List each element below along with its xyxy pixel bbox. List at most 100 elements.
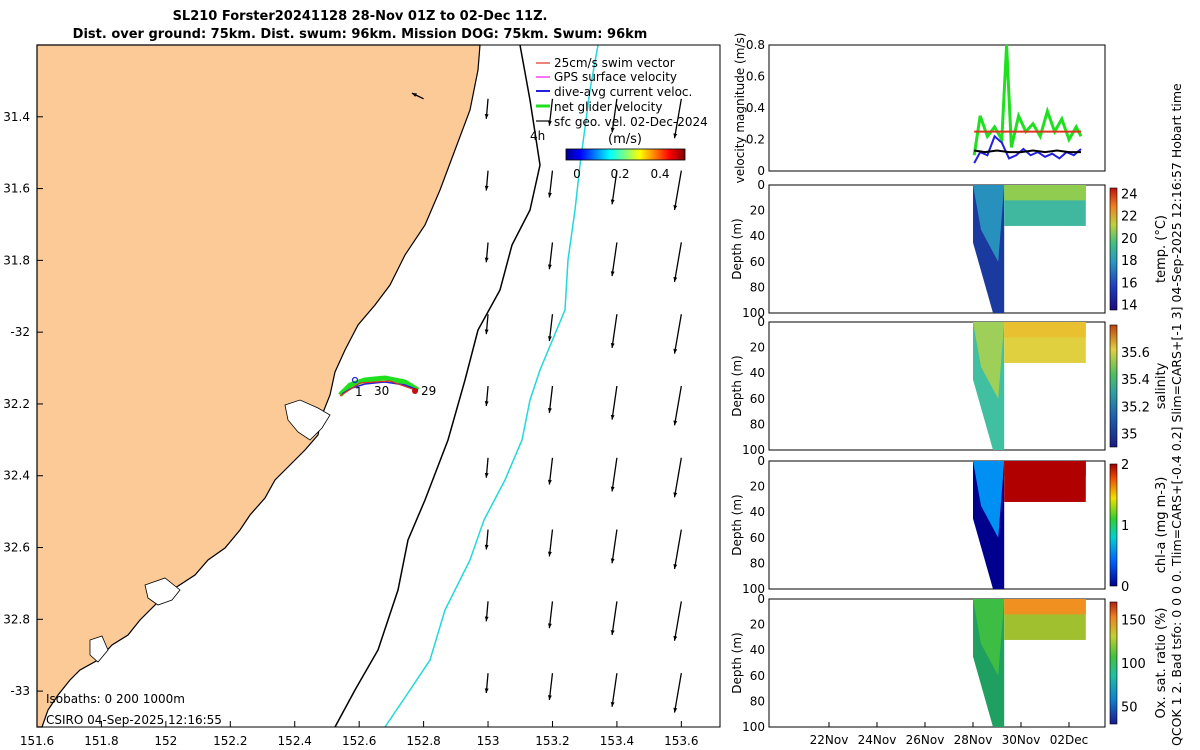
section-ylabel: Depth (m) [730, 218, 744, 279]
velocity-arrowhead [610, 486, 615, 492]
velocity-arrowhead [610, 630, 615, 636]
velocity-arrow [673, 601, 682, 641]
velocity-arrowhead [610, 414, 615, 420]
velocity-arrowhead [673, 707, 678, 713]
colorbar-tick-label: 2 [1121, 458, 1129, 473]
velocity-arrowhead [547, 192, 552, 198]
section-y-tick-label: 80 [750, 280, 765, 294]
credit-label: CSIRO 04-Sep-2025 12:16:55 [46, 713, 222, 727]
velocity-arrowhead [610, 199, 615, 205]
section-colorbar [1109, 463, 1118, 587]
isobath-200m [334, 44, 541, 728]
velocity-arrow [673, 385, 682, 426]
section-y-tick-label: 20 [750, 204, 765, 218]
colorbar-title: temp. (°C) [1154, 215, 1169, 283]
map-legend: 25cm/s swim vector GPS surface velocity … [536, 56, 708, 129]
map-panel: 1 30 29 25cm/s swim vector GPS surface v… [3, 44, 721, 748]
velocity-arrowhead [484, 257, 489, 263]
velocity-arrowhead [547, 336, 552, 342]
section-y-tick-label: 0 [757, 592, 765, 606]
section-y-tick-label: 100 [742, 582, 765, 596]
colorbar-tick-label: 14 [1121, 298, 1138, 313]
map-x-tick-label: 151.8 [84, 734, 118, 748]
section-y-tick-label: 80 [750, 556, 765, 570]
velocity-arrowhead [547, 551, 552, 557]
lake-3 [89, 635, 109, 663]
legend-item: net glider velocity [554, 100, 662, 114]
chart-title-line2: Dist. over ground: 75km. Dist. swum: 96k… [72, 27, 648, 42]
section-y-tick-label: 40 [750, 643, 765, 657]
section-shelf-surface [1004, 599, 1086, 615]
section-ylabel: Depth (m) [730, 494, 744, 555]
velocity-arrowhead [673, 348, 678, 354]
section-y-tick-label: 60 [750, 669, 765, 683]
map-x-tick-label: 153.2 [535, 734, 569, 748]
velocity-arrowhead [484, 185, 489, 191]
velocity-arrowhead [610, 701, 615, 707]
track-day-label: 30 [374, 384, 389, 398]
isobath-1000m [384, 44, 599, 728]
speed-colorbar [565, 148, 686, 161]
colorbar-tick-label: 20 [1121, 232, 1138, 247]
velocity-arrow [611, 314, 618, 348]
colorbar-tick-label: 1 [1121, 519, 1129, 534]
track-day-label: 29 [421, 384, 436, 398]
velocity-arrowhead [547, 695, 552, 700]
section-y-tick-label: 80 [750, 417, 765, 431]
section-y-tick-label: 0 [757, 315, 765, 329]
track-day-label: 1 [355, 385, 363, 399]
velocity-arrowhead [610, 343, 615, 348]
velocity-arrow [611, 170, 618, 205]
velocity-arrowhead [673, 492, 678, 498]
map-y-tick-label: 31.6 [3, 182, 30, 196]
velocity-arrow [673, 242, 682, 282]
date-tick-label: 24Nov [858, 733, 897, 747]
colorbar-tick-label: 35.6 [1121, 346, 1150, 361]
section-colorbar [1109, 324, 1118, 448]
colorbar-tick-label: 24 [1121, 188, 1138, 203]
date-tick-label: 30Nov [1002, 733, 1041, 747]
velocity-ylabel: velocity magnitude (m/s) [733, 33, 747, 184]
map-y-tick-label: 31.8 [3, 253, 30, 267]
velocity-arrowhead [411, 93, 417, 97]
lake-2 [144, 577, 181, 606]
section-y-tick-label: 40 [750, 505, 765, 519]
colorbar-tick-label: 35 [1121, 427, 1138, 442]
colorbar-tick: 0 [573, 167, 581, 181]
section-colorbar [1109, 187, 1118, 311]
velocity-arrow [673, 98, 682, 139]
section-y-tick-label: 0 [757, 454, 765, 468]
date-tick-label: 22Nov [810, 733, 849, 747]
velocity-arrow [673, 529, 682, 570]
velocity-arrow [673, 457, 682, 498]
map-y-tick-label: 32.2 [3, 397, 30, 411]
glider-track [338, 375, 420, 397]
section-shelf-surface [1004, 322, 1086, 338]
section-y-tick-label: 0 [757, 178, 765, 192]
section-shelf-surface [1004, 461, 1086, 477]
section-shelf-surface [1004, 185, 1086, 201]
colorbar-tick: 0.2 [610, 167, 629, 181]
legend-item: sfc geo. vel. 02-Dec-2024 [554, 115, 708, 129]
map-y-tick-label: -33 [10, 684, 30, 698]
velocity-arrow [611, 601, 618, 636]
section-ylabel: Depth (m) [730, 355, 744, 416]
velocity-arrow [611, 98, 618, 133]
colorbar-tick-label: 16 [1121, 276, 1138, 291]
map-y-tick-label: 32.4 [3, 469, 30, 483]
velocity-y-tick-label: 0.4 [746, 101, 765, 115]
velocity-arrowhead [673, 564, 678, 569]
velocity-arrowhead [610, 127, 615, 133]
map-x-tick-label: 152.2 [213, 734, 247, 748]
section-deep-dive-upper [973, 599, 1005, 676]
map-x-tick-label: 153.6 [664, 734, 698, 748]
colorbar-title: chl-a (mg m-3) [1154, 477, 1169, 574]
velocity-arrowhead [547, 408, 552, 413]
time-label: 4h [530, 129, 545, 143]
section-panel: 0 20 40 60 80 100 Depth (m) 24 22 20 18 16 14 temp. (… [730, 178, 1169, 320]
velocity-arrowhead [484, 329, 489, 335]
side-info-label: QCOK 1 2. Bad tsfo: 0 0 0 0. Tlim=CARS+[… [1169, 83, 1184, 746]
velocity-arrowhead [547, 623, 552, 629]
colorbar-title: salinity [1154, 362, 1169, 409]
map-x-tick-label: 152.4 [278, 734, 312, 748]
